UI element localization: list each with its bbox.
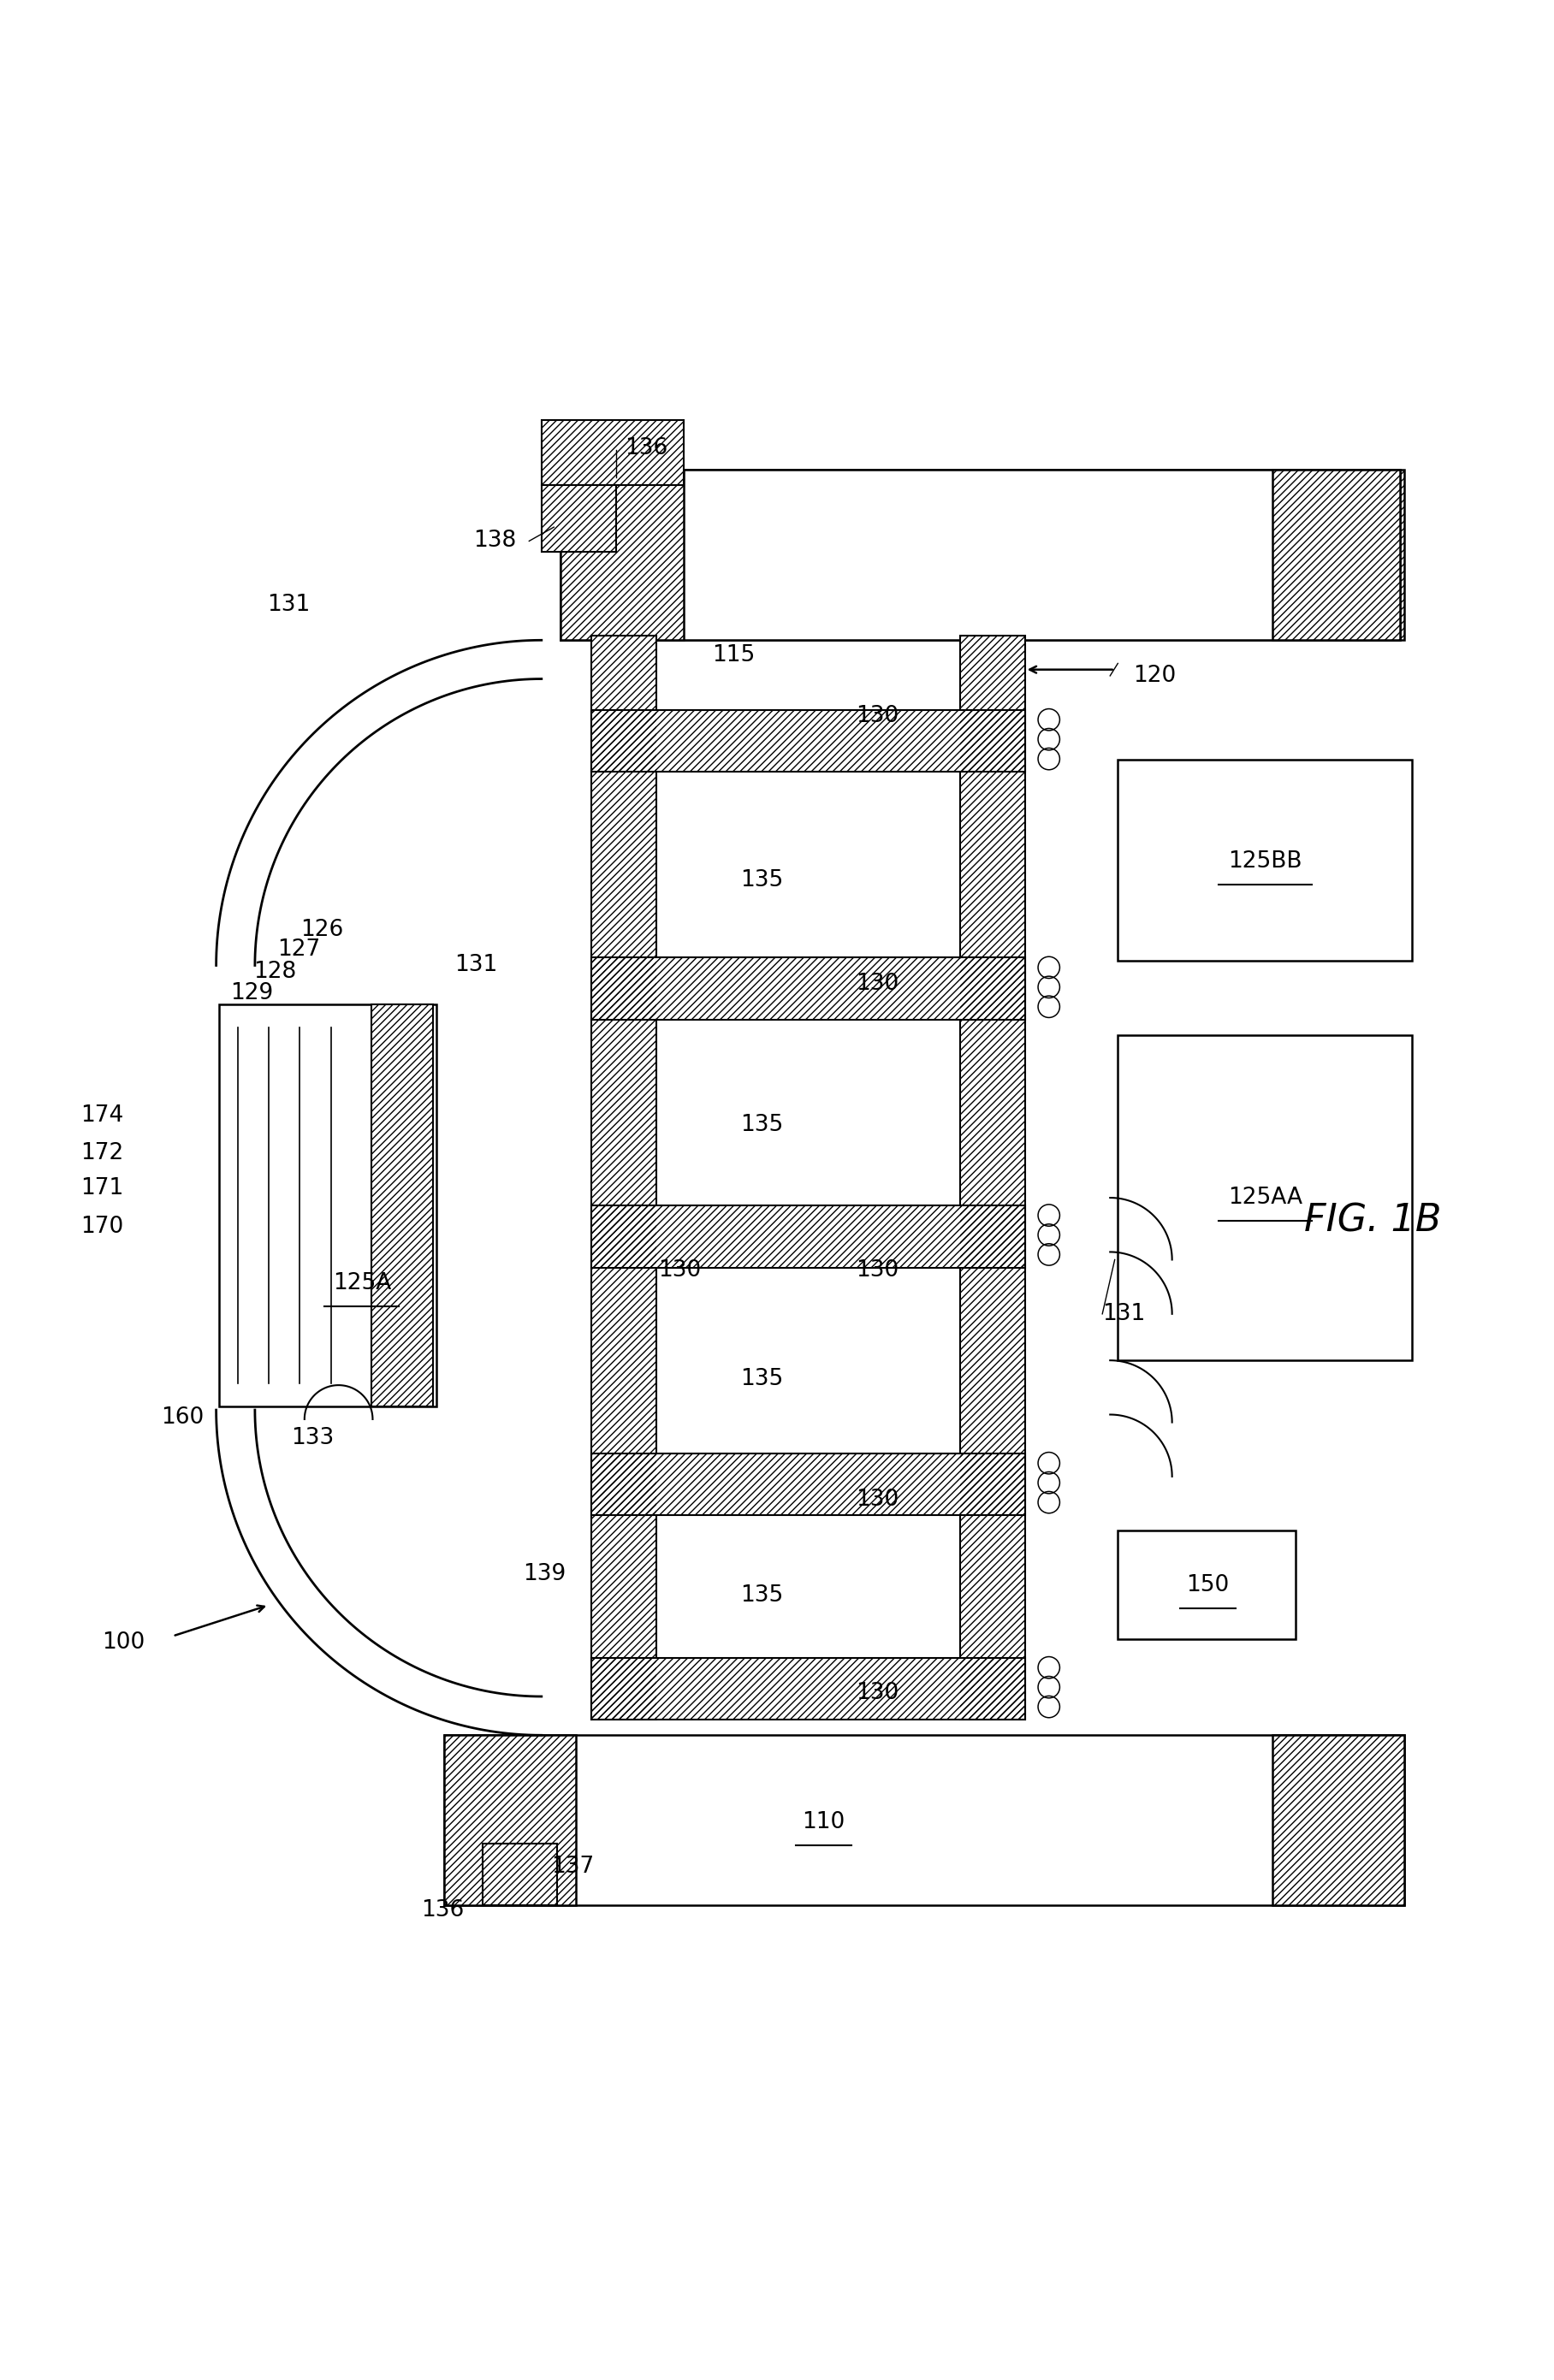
Bar — [591, 1659, 1026, 1721]
Bar — [559, 469, 684, 640]
Text: 135: 135 — [740, 1114, 783, 1135]
Bar — [960, 635, 1026, 1721]
Bar — [591, 635, 656, 1721]
Bar — [656, 1019, 960, 1207]
Text: 136: 136 — [421, 1899, 465, 1921]
Bar — [444, 1735, 1405, 1906]
Text: 110: 110 — [802, 1811, 845, 1833]
Text: 126: 126 — [300, 919, 343, 940]
Bar — [1117, 759, 1413, 962]
Bar — [656, 771, 960, 957]
Text: 133: 133 — [291, 1426, 334, 1449]
Text: 100: 100 — [103, 1630, 145, 1654]
Bar — [1273, 469, 1400, 640]
Bar — [444, 1735, 575, 1906]
Bar — [591, 1454, 1026, 1516]
Text: 125AA: 125AA — [1228, 1188, 1302, 1209]
Text: 125A: 125A — [333, 1271, 392, 1295]
Bar — [1273, 1735, 1405, 1906]
Bar — [1273, 469, 1400, 640]
Bar — [541, 421, 684, 486]
Bar — [591, 957, 1026, 1019]
Text: 130: 130 — [856, 973, 900, 995]
Bar — [591, 1207, 1026, 1269]
Bar — [591, 1454, 1026, 1516]
Text: 172: 172 — [81, 1142, 123, 1164]
Text: 130: 130 — [856, 704, 900, 728]
Text: 137: 137 — [550, 1856, 594, 1878]
Text: 160: 160 — [160, 1407, 204, 1428]
Text: 139: 139 — [524, 1564, 566, 1585]
Text: 129: 129 — [230, 983, 274, 1004]
Bar — [591, 709, 1026, 771]
Bar — [591, 709, 1026, 771]
Bar — [1273, 469, 1400, 640]
Text: 127: 127 — [277, 938, 320, 962]
Text: 125BB: 125BB — [1228, 850, 1302, 873]
Text: 131: 131 — [455, 954, 497, 976]
Bar — [1273, 1735, 1405, 1906]
Bar — [541, 486, 615, 552]
Bar — [631, 469, 1333, 640]
Bar — [656, 1516, 960, 1659]
Text: 115: 115 — [712, 645, 755, 666]
Text: 130: 130 — [856, 1488, 900, 1511]
Bar — [591, 957, 1026, 1019]
Bar — [559, 469, 1400, 640]
Text: 131: 131 — [267, 593, 311, 616]
Text: 135: 135 — [740, 1585, 783, 1606]
Bar — [559, 469, 684, 640]
Text: 135: 135 — [740, 1368, 783, 1390]
Bar — [656, 647, 960, 709]
Bar — [591, 1207, 1026, 1269]
Text: 131: 131 — [1102, 1302, 1145, 1326]
Bar — [541, 486, 615, 552]
Bar — [1117, 1530, 1296, 1640]
Bar — [559, 469, 684, 640]
Text: 128: 128 — [253, 962, 297, 983]
Bar — [444, 1735, 575, 1906]
Text: 170: 170 — [81, 1216, 123, 1238]
Text: 130: 130 — [856, 1259, 900, 1283]
Text: 150: 150 — [1186, 1573, 1229, 1597]
Bar — [371, 1004, 434, 1407]
Text: FIG. 1B: FIG. 1B — [1304, 1202, 1441, 1240]
Bar — [1117, 1035, 1413, 1361]
Bar — [559, 469, 1405, 640]
Bar — [559, 469, 1405, 640]
Bar — [1273, 469, 1400, 640]
Bar — [371, 1004, 434, 1407]
Text: 138: 138 — [474, 531, 517, 552]
Bar — [591, 635, 656, 1721]
Text: 120: 120 — [1133, 664, 1176, 688]
Text: 130: 130 — [856, 1683, 900, 1704]
Bar — [591, 1659, 1026, 1721]
Bar — [656, 1269, 960, 1454]
Text: 136: 136 — [625, 438, 668, 459]
Text: 135: 135 — [740, 869, 783, 892]
Bar — [960, 635, 1026, 1721]
Bar — [559, 469, 684, 640]
Text: 171: 171 — [81, 1178, 123, 1200]
Bar — [219, 1004, 437, 1407]
Bar — [541, 421, 684, 486]
Text: 174: 174 — [81, 1104, 123, 1126]
Bar — [483, 1845, 556, 1906]
Text: 130: 130 — [657, 1259, 701, 1283]
Bar — [483, 1845, 556, 1906]
